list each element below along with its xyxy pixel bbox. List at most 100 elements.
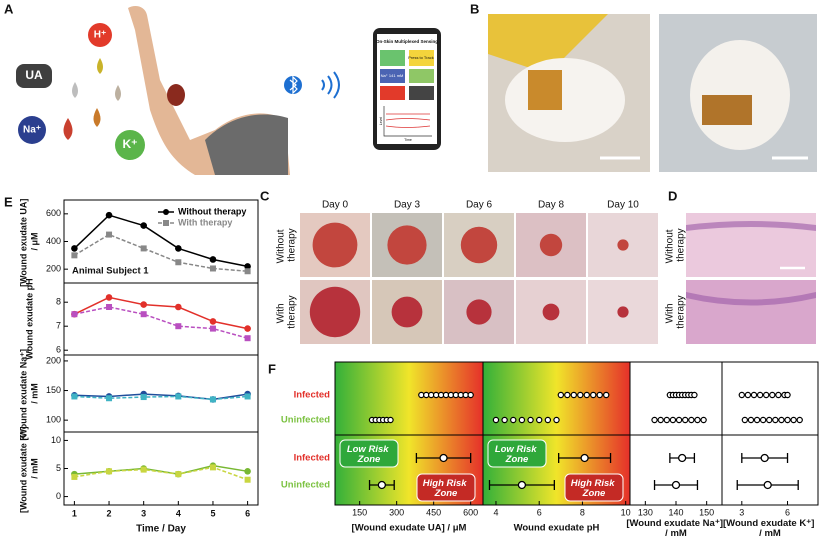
- ion-badge: [18, 116, 46, 144]
- dot: [688, 416, 695, 424]
- dot: [570, 391, 577, 399]
- x-tick-label: 300: [389, 507, 404, 517]
- dot: [527, 416, 534, 424]
- mean-marker: [760, 453, 769, 463]
- zone-badge: [339, 439, 399, 468]
- row-label: Uninfected: [281, 415, 330, 426]
- y-tick-label: 7: [56, 321, 61, 331]
- y-tick-label: 600: [46, 208, 61, 218]
- marker: [209, 265, 216, 272]
- series-line: [74, 466, 248, 481]
- row-label: Infected: [294, 453, 331, 464]
- histology: [686, 280, 816, 344]
- x-tick-label: 6: [785, 507, 790, 517]
- marker: [71, 473, 78, 480]
- x-axis-label: [Wound exudate UA] / μM: [352, 523, 467, 534]
- device: [528, 70, 562, 110]
- ion-badge: [16, 64, 52, 88]
- y-tick-label: 200: [46, 355, 61, 365]
- zone-label: High Risk Zone: [423, 478, 469, 499]
- marker: [244, 476, 251, 483]
- phone-title: On-Skin Multiplexed Sensing: [376, 39, 438, 44]
- row-label: Infected: [294, 390, 331, 401]
- x-tick-label: 8: [580, 507, 585, 517]
- wound: [542, 303, 560, 321]
- dot: [553, 416, 560, 424]
- panel-label: E: [4, 194, 13, 209]
- dot: [544, 416, 552, 424]
- phone-tile: [409, 50, 434, 66]
- y-tick-label: 100: [46, 415, 61, 425]
- ion-label: Na⁺: [23, 125, 41, 136]
- plot-frame: [63, 282, 259, 356]
- dot: [510, 416, 517, 424]
- dot: [564, 391, 571, 399]
- marker: [140, 394, 147, 401]
- annotation: Animal Subject 1: [72, 266, 149, 277]
- plot-frame: [721, 361, 819, 506]
- wound: [387, 225, 427, 265]
- marker: [175, 303, 182, 311]
- marker: [105, 211, 113, 219]
- x-tick-label: 4: [176, 508, 181, 518]
- dot: [784, 391, 791, 399]
- y-tick-label: 6: [56, 345, 61, 355]
- marker: [106, 231, 113, 238]
- x-tick-label: 130: [638, 507, 653, 517]
- ion-badge: [115, 130, 145, 160]
- column-label: Day 8: [538, 200, 565, 211]
- y-axis-label: [Wound exudate K⁺] / mM: [19, 424, 40, 513]
- marker: [106, 395, 113, 402]
- row-label: Uninfected: [281, 480, 330, 491]
- dot: [750, 391, 758, 399]
- dot: [759, 416, 767, 424]
- marker: [244, 268, 251, 275]
- dot: [596, 391, 603, 399]
- wound: [309, 286, 361, 338]
- panel-label: F: [268, 361, 276, 376]
- marker: [244, 335, 251, 342]
- wound: [391, 296, 423, 328]
- dot: [756, 391, 764, 399]
- panel-d: Without therapy With therapy: [664, 213, 816, 344]
- dot: [741, 416, 749, 424]
- y-tick-label: 8: [56, 297, 61, 307]
- row-label: Without therapy: [275, 227, 297, 264]
- panel-a: H⁺ UA Na⁺ K⁺ On-Skin Multiplexed Sensing…: [16, 6, 441, 176]
- sleeve: [205, 114, 288, 175]
- y-tick-label: 5: [56, 463, 61, 473]
- mean-marker: [671, 480, 681, 490]
- dot: [769, 391, 776, 399]
- column-label: Day 10: [607, 200, 639, 211]
- legend-label: With therapy: [178, 217, 232, 227]
- x-tick-label: 10: [621, 507, 631, 517]
- marker: [71, 252, 78, 259]
- x-axis-label: [Wound exudate Na⁺] / mM: [626, 518, 725, 538]
- dot: [557, 391, 565, 399]
- dot: [387, 416, 394, 424]
- bluetooth-glyph: [289, 75, 298, 95]
- dot: [738, 391, 746, 399]
- phone-tile: [380, 50, 405, 66]
- x-tick-label: 1: [72, 508, 77, 518]
- marker: [244, 263, 251, 270]
- marker: [140, 301, 147, 308]
- zone-badge: [564, 473, 624, 502]
- row-label: With therapy: [275, 295, 297, 328]
- column-label: Day 6: [466, 200, 493, 211]
- zone-label: High Risk Zone: [571, 478, 617, 499]
- marker: [209, 318, 217, 325]
- tissue-layer: [686, 292, 816, 306]
- dot: [772, 416, 779, 424]
- marker: [209, 325, 216, 332]
- dot: [669, 416, 677, 424]
- dot: [744, 391, 752, 399]
- series-line: [74, 233, 248, 272]
- mean-marker: [677, 453, 687, 463]
- dot: [663, 416, 671, 424]
- column-label: Day 0: [322, 200, 349, 211]
- y-axis-label: [Wound exudate Na⁺] / mM: [19, 346, 40, 440]
- phone-tile: [380, 69, 405, 83]
- dot: [675, 416, 683, 424]
- x-axis-label: Wound exudate pH: [514, 523, 600, 534]
